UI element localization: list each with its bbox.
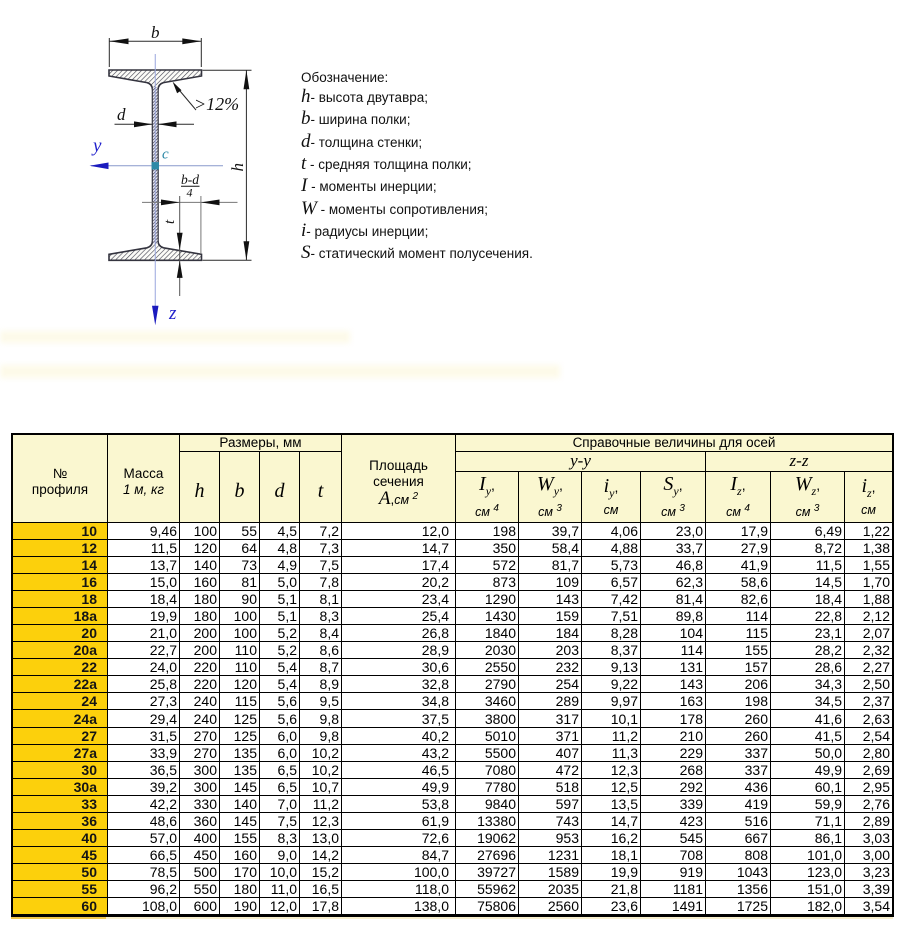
svg-text:h: h — [228, 163, 247, 172]
svg-text:c: c — [162, 147, 169, 163]
svg-text:d: d — [117, 105, 126, 124]
svg-text:>12%: >12% — [194, 94, 239, 114]
svg-text:t: t — [162, 219, 178, 224]
svg-text:b-d: b-d — [181, 172, 199, 187]
svg-text:4: 4 — [187, 186, 193, 200]
svg-text:y: y — [91, 136, 102, 157]
svg-text:b: b — [151, 23, 160, 42]
svg-text:z: z — [168, 303, 177, 324]
